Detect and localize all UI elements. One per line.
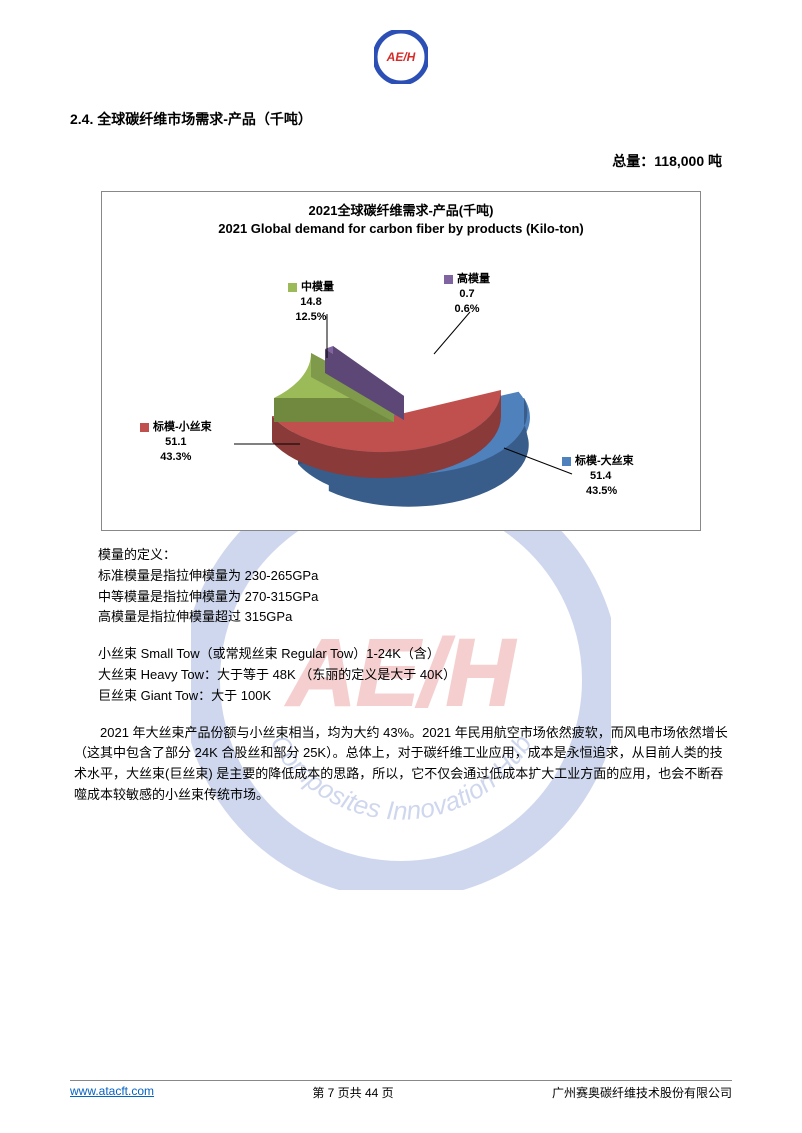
chart-title: 2021全球碳纤维需求-产品(千吨) 2021 Global demand fo… <box>102 192 700 238</box>
legend-percent-mid: 12.5% <box>295 311 326 323</box>
section-number: 2.4. <box>70 111 93 127</box>
footer-company: 广州赛奥碳纤维技术股份有限公司 <box>552 1084 732 1101</box>
legend-swatch-green <box>288 283 297 292</box>
tow-definition-line: 大丝束 Heavy Tow：大于等于 48K （东丽的定义是大于 40K） <box>98 665 732 686</box>
legend-small-tow: 标模-小丝束 51.1 43.3% <box>140 420 212 465</box>
legend-mid-modulus: 中模量 14.8 12.5% <box>288 280 334 325</box>
tow-definitions: 小丝束 Small Tow（或常规丝束 Regular Tow）1-24K（含）… <box>98 644 732 706</box>
definition-line: 标准模量是指拉伸模量为 230-265GPa <box>98 566 732 587</box>
legend-label-large: 标模-大丝束 <box>575 455 634 467</box>
legend-value-high: 0.7 <box>459 288 474 300</box>
legend-swatch-red <box>140 423 149 432</box>
pie-chart-container: 2021全球碳纤维需求-产品(千吨) 2021 Global demand fo… <box>101 191 701 531</box>
modulus-definitions: 模量的定义： 标准模量是指拉伸模量为 230-265GPa 中等模量是指拉伸模量… <box>98 545 732 628</box>
legend-value-large: 51.4 <box>590 470 611 482</box>
section-title-text: 全球碳纤维市场需求-产品（千吨） <box>97 111 312 127</box>
legend-large-tow: 标模-大丝束 51.4 43.5% <box>562 454 634 499</box>
legend-swatch-purple <box>444 275 453 284</box>
chart-title-en: 2021 Global demand for carbon fiber by p… <box>102 220 700 238</box>
body-paragraph: 2021 年大丝束产品份额与小丝束相当，均为大约 43%。2021 年民用航空市… <box>74 723 728 806</box>
footer-page-label: 第 7 页共 44 页 <box>312 1084 393 1101</box>
legend-label-mid: 中模量 <box>301 281 334 293</box>
total-value: 118,000 吨 <box>654 153 722 169</box>
legend-value-mid: 14.8 <box>300 296 321 308</box>
footer-link[interactable]: www.atacft.com <box>70 1084 154 1101</box>
section-heading: 2.4. 全球碳纤维市场需求-产品（千吨） <box>70 109 732 129</box>
legend-percent-high: 0.6% <box>454 303 479 315</box>
legend-high-modulus: 高模量 0.7 0.6% <box>444 272 490 317</box>
total-amount: 总量：118,000 吨 <box>70 151 732 171</box>
chart-title-cn: 2021全球碳纤维需求-产品(千吨) <box>102 202 700 220</box>
tow-definition-line: 巨丝束 Giant Tow：大于 100K <box>98 686 732 707</box>
legend-swatch-blue <box>562 457 571 466</box>
legend-label-small: 标模-小丝束 <box>153 421 212 433</box>
definition-line: 中等模量是指拉伸模量为 270-315GPa <box>98 587 732 608</box>
legend-percent-small: 43.3% <box>160 451 191 463</box>
footer-divider <box>70 1080 732 1081</box>
page-footer: www.atacft.com 第 7 页共 44 页 广州赛奥碳纤维技术股份有限… <box>70 1084 732 1101</box>
total-label: 总量： <box>612 153 654 169</box>
tow-definition-line: 小丝束 Small Tow（或常规丝束 Regular Tow）1-24K（含） <box>98 644 732 665</box>
header-logo: AE/H <box>374 30 428 84</box>
legend-percent-large: 43.5% <box>586 485 617 497</box>
definition-line: 高模量是指拉伸模量超过 315GPa <box>98 607 732 628</box>
legend-label-high: 高模量 <box>457 273 490 285</box>
svg-text:AE/H: AE/H <box>386 50 416 64</box>
definitions-header: 模量的定义： <box>98 545 732 566</box>
legend-value-small: 51.1 <box>165 436 186 448</box>
